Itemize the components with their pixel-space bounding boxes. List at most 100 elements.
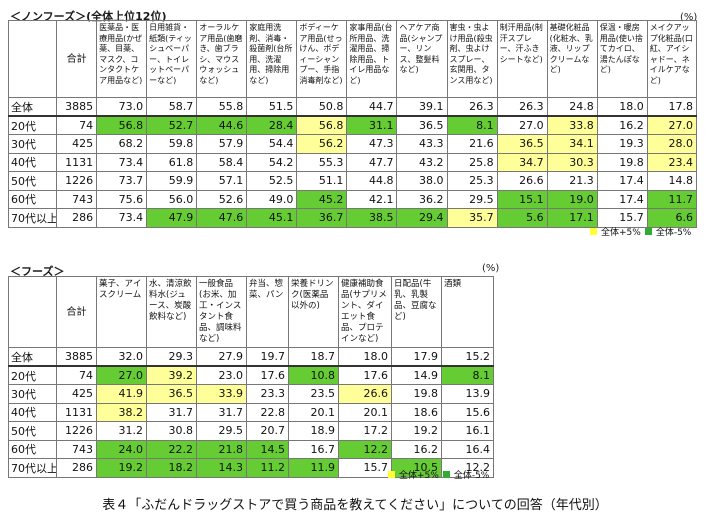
value-cell: 14.9 [391,365,442,385]
column-header: 日用雑貨・紙類(ティッシュペーパー、トイレットペーパーなど) [146,20,198,98]
value-cell: 31.7 [146,402,197,422]
row-total: 425 [56,384,97,404]
value-cell: 27.0 [496,115,548,135]
value-cell: 28.0 [646,134,698,154]
table-row: 全体 3885 73.0 58.7 55.8 51.5 50.8 44.7 39.1 26.3 26… [7,97,698,117]
row-label: 全体 [7,97,58,117]
column-header: 酒類 [441,276,494,348]
value-cell: 29.5 [196,421,247,441]
value-cell: 56.8 [296,115,348,135]
column-header: 害虫・虫よけ用品(殺虫剤、虫よけスプレー、玄関用、タンス用など) [446,20,498,98]
value-cell: 43.2 [396,152,448,172]
value-cell: 16.4 [441,439,494,459]
table-row: 20代 74 27.0 39.2 23.0 17.6 10.8 17.6 14.9 8.1 [8,365,494,385]
value-cell: 68.2 [96,134,148,154]
value-cell: 19.8 [596,152,648,172]
legend-minus-swatch [644,228,652,235]
nonfood-title: ＜ノンフーズ＞(全体上位12位) [10,10,167,23]
value-cell: 6.6 [646,208,698,228]
column-header: 保温・暖房用品(使い捨てカイロ、湯たんぽなど) [596,20,648,98]
table-row: 70代以上 286 73.4 47.9 47.6 45.1 36.7 38.5 29.4 35.7… [7,208,698,228]
value-cell: 35.7 [446,208,498,228]
value-cell: 41.9 [96,384,147,404]
value-cell: 44.6 [196,115,248,135]
row-total: 74 [56,365,97,385]
table-row: 20代 74 56.8 52.7 44.6 28.4 56.8 31.1 36.5 8.1 27.0… [7,115,698,135]
value-cell: 33.8 [546,115,598,135]
value-cell: 19.7 [246,347,289,367]
value-cell: 13.9 [441,384,494,404]
row-label: 全体 [8,347,57,367]
value-cell: 19.0 [546,189,598,209]
value-cell: 45.2 [296,189,348,209]
value-cell: 15.2 [441,347,494,367]
value-cell: 18.9 [288,421,339,441]
value-cell: 73.0 [96,97,148,117]
value-cell: 16.1 [441,421,494,441]
value-cell: 14.5 [246,439,289,459]
value-cell: 38.0 [396,171,448,191]
value-cell: 54.4 [246,134,298,154]
row-total: 425 [56,134,98,154]
value-cell: 39.2 [146,365,197,385]
value-cell: 30.8 [146,421,197,441]
value-cell: 36.2 [396,189,448,209]
value-cell: 33.9 [196,384,247,404]
value-cell: 50.8 [296,97,348,117]
value-cell: 11.9 [288,458,339,478]
table-row: 60代 743 75.6 56.0 52.6 49.0 45.2 42.1 36.2 29.5 15… [7,189,698,209]
value-cell: 30.3 [546,152,598,172]
value-cell: 21.3 [546,171,598,191]
row-total: 1226 [56,421,97,441]
value-cell: 59.8 [146,134,198,154]
column-header: 家庭用洗剤、消毒・殺菌剤(台所用、洗濯用、掃除用など) [246,20,298,98]
row-total: 1131 [56,402,97,422]
value-cell: 75.6 [96,189,148,209]
value-cell: 21.6 [446,134,498,154]
value-cell: 29.3 [146,347,197,367]
row-total: 3885 [56,97,98,117]
value-cell: 38.5 [346,208,398,228]
value-cell: 51.5 [246,97,298,117]
value-cell: 73.4 [96,152,148,172]
value-cell: 59.9 [146,171,198,191]
value-cell: 16.2 [391,439,442,459]
value-cell: 10.5 [391,458,442,478]
row-label: 20代 [8,365,57,385]
legend-minus-label: 全体-5% [453,471,490,481]
value-cell: 27.0 [96,365,147,385]
value-cell: 19.2 [96,458,147,478]
value-cell: 17.9 [391,347,442,367]
value-cell: 36.7 [296,208,348,228]
value-cell: 18.0 [596,97,648,117]
food-unit: (%) [482,263,500,274]
value-cell: 39.1 [396,97,448,117]
value-cell: 19.3 [596,134,648,154]
value-cell: 14.8 [646,171,698,191]
value-cell: 56.2 [296,134,348,154]
value-cell: 36.5 [496,134,548,154]
column-header: 弁当、惣菜、パン [246,276,289,348]
column-header: 菓子、アイスクリーム [96,276,147,348]
row-label: 30代 [8,384,57,404]
value-cell: 18.0 [338,347,392,367]
row-total: 743 [56,439,97,459]
food-legend: 全体+5% 全体-5% [388,468,489,481]
value-cell: 26.3 [446,97,498,117]
table-row: 40代 1131 38.2 31.7 31.7 22.8 20.1 20.1 18.6 15.6 [8,402,494,422]
legend-plus-label: 全体+5% [601,228,641,238]
value-cell: 23.0 [196,365,247,385]
legend-plus-swatch [590,228,597,235]
value-cell: 36.5 [396,115,448,135]
row-label: 40代 [8,402,57,422]
value-cell: 17.1 [546,208,598,228]
value-cell: 73.7 [96,171,148,191]
table-row: 60代 743 24.0 22.2 21.8 14.5 16.7 12.2 16.2 16.4 [8,439,494,459]
value-cell: 17.4 [596,171,648,191]
row-label: 60代 [7,189,58,209]
column-header-total: 合計 [56,276,97,348]
row-total: 743 [56,189,98,209]
legend-plus-label: 全体+5% [399,471,439,481]
row-total: 1131 [56,152,98,172]
table-caption: 表４「ふだんドラッグストアで買う商品を教えてください」についての回答（年代別） [102,498,608,513]
